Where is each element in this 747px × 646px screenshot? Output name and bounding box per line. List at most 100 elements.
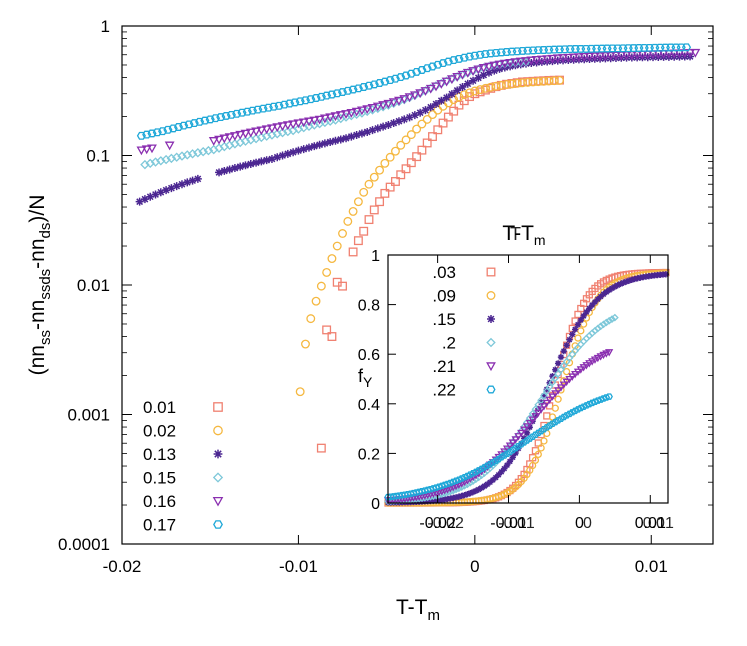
data-point [306,314,316,324]
data-point [611,51,621,61]
inset-data-point [560,347,567,355]
legend-marker [213,449,223,459]
data-point [464,52,475,61]
data-point [406,158,416,168]
data-point [690,48,701,58]
data-point [486,82,496,92]
inset-data-point [494,455,503,463]
data-point [352,131,361,139]
data-point [310,142,319,151]
data-point [478,64,489,73]
data-point [183,178,192,187]
data-point [205,115,215,124]
inset-data-point [517,429,526,438]
inset-data-point [562,378,571,387]
inset-data-point [534,409,543,418]
data-point [526,56,537,66]
inset-data-point [556,384,566,392]
inset-data-point [602,318,611,327]
inset-data-point [579,403,588,410]
inset-data-point [617,280,624,288]
data-point [257,157,266,166]
data-point [579,52,590,62]
data-point [279,100,289,109]
data-point [436,80,447,89]
data-point [417,119,427,129]
data-point [390,146,400,156]
data-point [602,44,612,53]
inset-legend-marker [486,362,496,372]
inset-data-point [580,312,587,320]
data-point [484,62,494,72]
data-point [342,134,351,143]
data-point [364,215,374,225]
inset-data-point [560,413,568,421]
inset-data-point [599,395,608,402]
inset-data-point [610,313,619,322]
data-point [655,43,665,52]
data-point [595,52,605,62]
data-point [325,116,335,126]
data-point [301,339,310,349]
data-point [230,139,240,149]
data-point [410,111,419,120]
data-point [574,53,584,63]
data-point [327,332,337,341]
data-point [278,151,287,160]
data-point [469,76,478,85]
data-point [294,146,303,155]
inset-data-point [531,405,540,414]
data-point [442,93,451,102]
data-point [314,115,325,125]
data-point [560,45,570,54]
data-point [348,85,358,94]
data-point [322,325,332,335]
data-point [184,120,194,129]
inset-data-point [446,479,455,487]
data-point [256,132,267,143]
data-point [256,126,267,136]
inset-data-point [557,386,565,394]
y-title-sub: ssds [37,269,54,300]
inset-data-point [517,441,526,448]
data-point [555,75,564,85]
inset-data-point [569,331,576,338]
data-point [337,88,348,96]
data-point [246,135,256,145]
inset-data-point [576,366,585,374]
data-point [145,158,155,169]
data-point [380,188,390,198]
data-point [136,131,146,140]
data-point [319,114,330,124]
inset-data-point [552,366,559,373]
data-point [357,129,366,138]
inset-data-point [548,420,557,428]
inset-data-point [579,364,588,372]
inset-data-point [520,422,529,431]
data-point [404,93,415,103]
data-point [261,125,272,135]
data-point [288,120,299,130]
inset-data-point [472,468,480,476]
data-point [152,128,162,137]
main-series [135,43,701,453]
inset-data-point [597,293,604,300]
data-point [401,164,411,174]
inset-data-point [460,473,469,481]
data-point [568,53,579,63]
data-point [216,113,226,122]
data-point [499,59,510,69]
data-point [150,157,161,167]
data-point [446,75,457,85]
data-point [544,45,554,54]
inset-y-axis-title: fY [358,366,373,390]
data-point [644,43,655,52]
inset-data-point [568,373,577,381]
inset-ticks: 00.20.40.60.81-0.02-0.02 -0.01-0.01 0 0 0.01… [358,248,674,532]
inset-data-point [522,423,532,431]
inset-data-point [562,412,571,419]
inset-data-point [594,296,601,303]
inset-data-point [551,374,560,382]
inset-data-point [481,483,488,490]
inset-data-point [514,442,523,450]
